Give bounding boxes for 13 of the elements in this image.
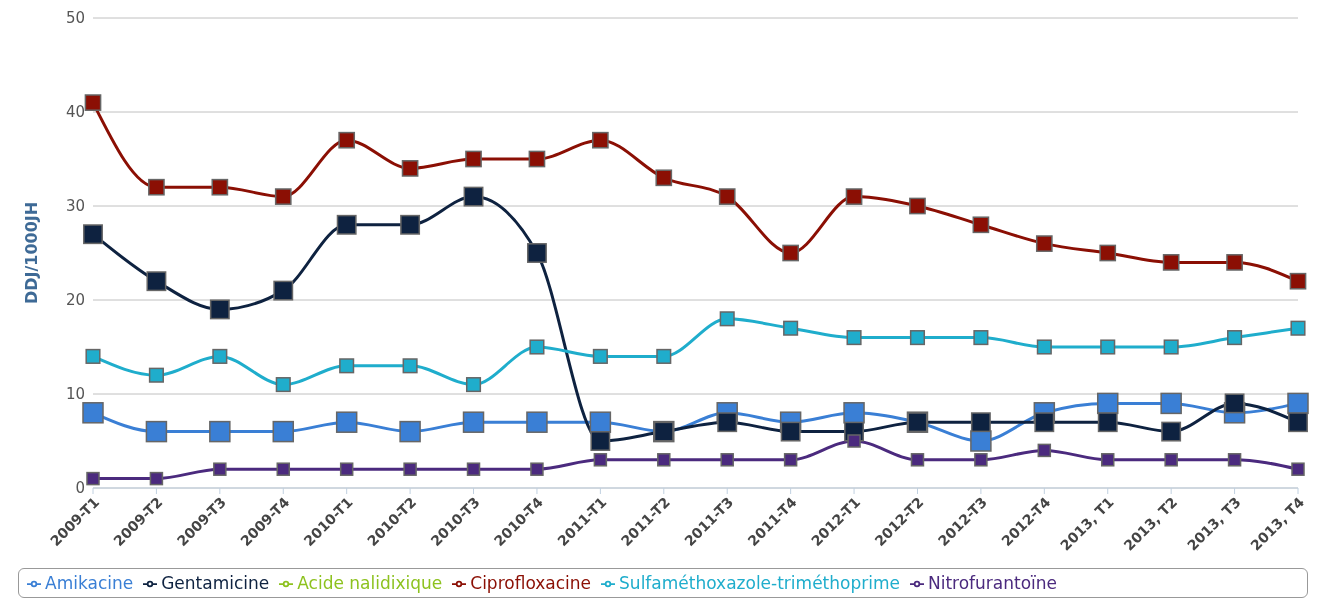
y-axis-title: DDJ/1000JH [21,201,41,305]
legend-label: Sulfaméthoxazole-triméthoprime [619,573,900,593]
y-tick-label: 20 [65,291,85,310]
y-tick-label: 50 [65,9,85,28]
legend-label: Gentamicine [161,573,270,593]
y-tick-label: 40 [65,103,85,122]
y-tick-label: 0 [75,479,85,498]
legend-label: Ciprofloxacine [470,573,592,593]
y-tick-label: 30 [65,197,85,216]
y-tick-label: 10 [65,385,85,404]
legend-label: Nitrofurantoïne [927,573,1058,593]
legend-label: Amikacine [45,573,134,593]
legend-label: Acide nalidixique [297,573,443,593]
